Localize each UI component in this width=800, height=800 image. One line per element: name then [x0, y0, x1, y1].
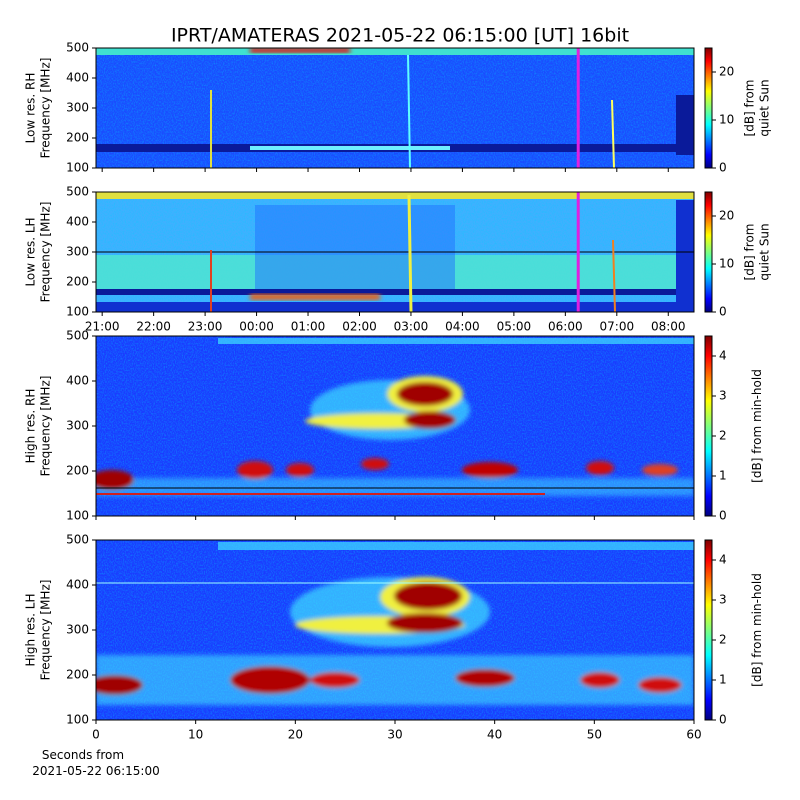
y-tick-label: 200 [66, 464, 89, 478]
x-tick-label: 30 [387, 728, 402, 742]
colorbar-tick-label: 10 [719, 113, 734, 127]
y-tick-label: 100 [66, 713, 89, 727]
colorbar-tick-label: 2 [719, 633, 727, 647]
colorbar [704, 47, 713, 169]
y-axis-label-line: Frequency [MHz] [38, 58, 52, 159]
colorbar [704, 335, 713, 517]
x-tick-label: 01:00 [291, 320, 326, 334]
x-tick-label: 0 [92, 728, 100, 742]
y-tick-label: 400 [66, 374, 89, 388]
colorbar-tick-label: 10 [719, 257, 734, 271]
colorbar-label-line: quiet Sun [757, 223, 771, 280]
spectrogram-image [96, 540, 694, 720]
y-tick-label: 500 [66, 41, 89, 55]
x-axis-label-line: 2021-05-22 06:15:00 [32, 764, 159, 778]
y-axis-label: Low res. LHFrequency [MHz] [23, 202, 52, 303]
y-tick-label: 300 [66, 623, 89, 637]
y-axis-label: Low res. RHFrequency [MHz] [23, 58, 52, 159]
y-axis-label-line: Low res. RH [23, 73, 37, 144]
spectrogram-image [96, 48, 694, 168]
x-tick-label: 04:00 [445, 320, 480, 334]
spectrogram-image [96, 192, 694, 312]
y-tick-label: 300 [66, 101, 89, 115]
y-axis-label-line: High res. LH [23, 593, 37, 666]
colorbar-label-line: [dB] from [742, 224, 756, 281]
spectrogram-image [96, 336, 694, 516]
y-tick-label: 400 [66, 71, 89, 85]
y-tick-label: 100 [66, 509, 89, 523]
y-tick-label: 100 [66, 161, 89, 175]
y-tick-label: 200 [66, 275, 89, 289]
y-tick-label: 400 [66, 578, 89, 592]
x-tick-label: 00:00 [239, 320, 274, 334]
colorbar-tick-label: 1 [719, 469, 727, 483]
y-tick-label: 300 [66, 419, 89, 433]
x-tick-label: 08:00 [651, 320, 686, 334]
colorbar [704, 539, 713, 721]
y-tick-label: 300 [66, 245, 89, 259]
y-axis-label: High res. LHFrequency [MHz] [23, 580, 52, 681]
x-tick-label: 21:00 [85, 320, 120, 334]
colorbar-label-line: [dB] from min-hold [750, 369, 764, 483]
colorbar-label: [dB] fromquiet Sun [742, 223, 771, 280]
x-tick-label: 02:00 [342, 320, 377, 334]
colorbar-tick-label: 3 [719, 389, 727, 403]
y-tick-label: 200 [66, 131, 89, 145]
x-tick-label: 40 [487, 728, 502, 742]
colorbar-tick-label: 4 [719, 349, 727, 363]
y-tick-label: 400 [66, 215, 89, 229]
colorbar-label-line: [dB] from min-hold [750, 573, 764, 687]
y-tick-label: 500 [66, 185, 89, 199]
colorbar-tick-label: 20 [719, 65, 734, 79]
colorbar-label: [dB] fromquiet Sun [742, 79, 771, 136]
x-tick-label: 60 [686, 728, 701, 742]
x-tick-label: 06:00 [548, 320, 583, 334]
x-axis-label: Seconds from 2021-05-22 06:15:00 [32, 748, 159, 778]
y-tick-label: 500 [66, 329, 89, 343]
figure-title: IPRT/AMATERAS 2021-05-22 06:15:00 [UT] 1… [171, 25, 629, 47]
x-tick-label: 50 [587, 728, 602, 742]
x-tick-label: 20 [288, 728, 303, 742]
x-tick-label: 03:00 [394, 320, 429, 334]
colorbar-tick-label: 0 [719, 509, 727, 523]
y-axis-label-line: Frequency [MHz] [38, 376, 52, 477]
colorbar-tick-label: 2 [719, 429, 727, 443]
colorbar-label-line: quiet Sun [757, 79, 771, 136]
y-axis-label-line: Low res. LH [23, 217, 37, 286]
y-axis-label-line: High res. RH [23, 389, 37, 464]
colorbar-label: [dB] from min-hold [750, 369, 764, 483]
x-tick-label: 07:00 [600, 320, 635, 334]
x-tick-label: 05:00 [497, 320, 532, 334]
y-axis-label-line: Frequency [MHz] [38, 202, 52, 303]
y-tick-label: 500 [66, 533, 89, 547]
y-axis-label-line: Frequency [MHz] [38, 580, 52, 681]
colorbar-tick-label: 0 [719, 713, 727, 727]
colorbar-tick-label: 0 [719, 305, 727, 319]
colorbar-tick-label: 0 [719, 161, 727, 175]
colorbar-tick-label: 3 [719, 593, 727, 607]
x-axis-label-line: Seconds from [42, 748, 124, 762]
colorbar-tick-label: 20 [719, 209, 734, 223]
colorbar [704, 191, 713, 313]
y-tick-label: 100 [66, 305, 89, 319]
colorbar-label: [dB] from min-hold [750, 573, 764, 687]
colorbar-tick-label: 4 [719, 553, 727, 567]
y-axis-label: High res. RHFrequency [MHz] [23, 376, 52, 477]
colorbar-label-line: [dB] from [742, 80, 756, 137]
x-tick-label: 23:00 [188, 320, 223, 334]
y-tick-label: 200 [66, 668, 89, 682]
x-tick-label: 10 [188, 728, 203, 742]
x-tick-label: 22:00 [136, 320, 171, 334]
colorbar-tick-label: 1 [719, 673, 727, 687]
